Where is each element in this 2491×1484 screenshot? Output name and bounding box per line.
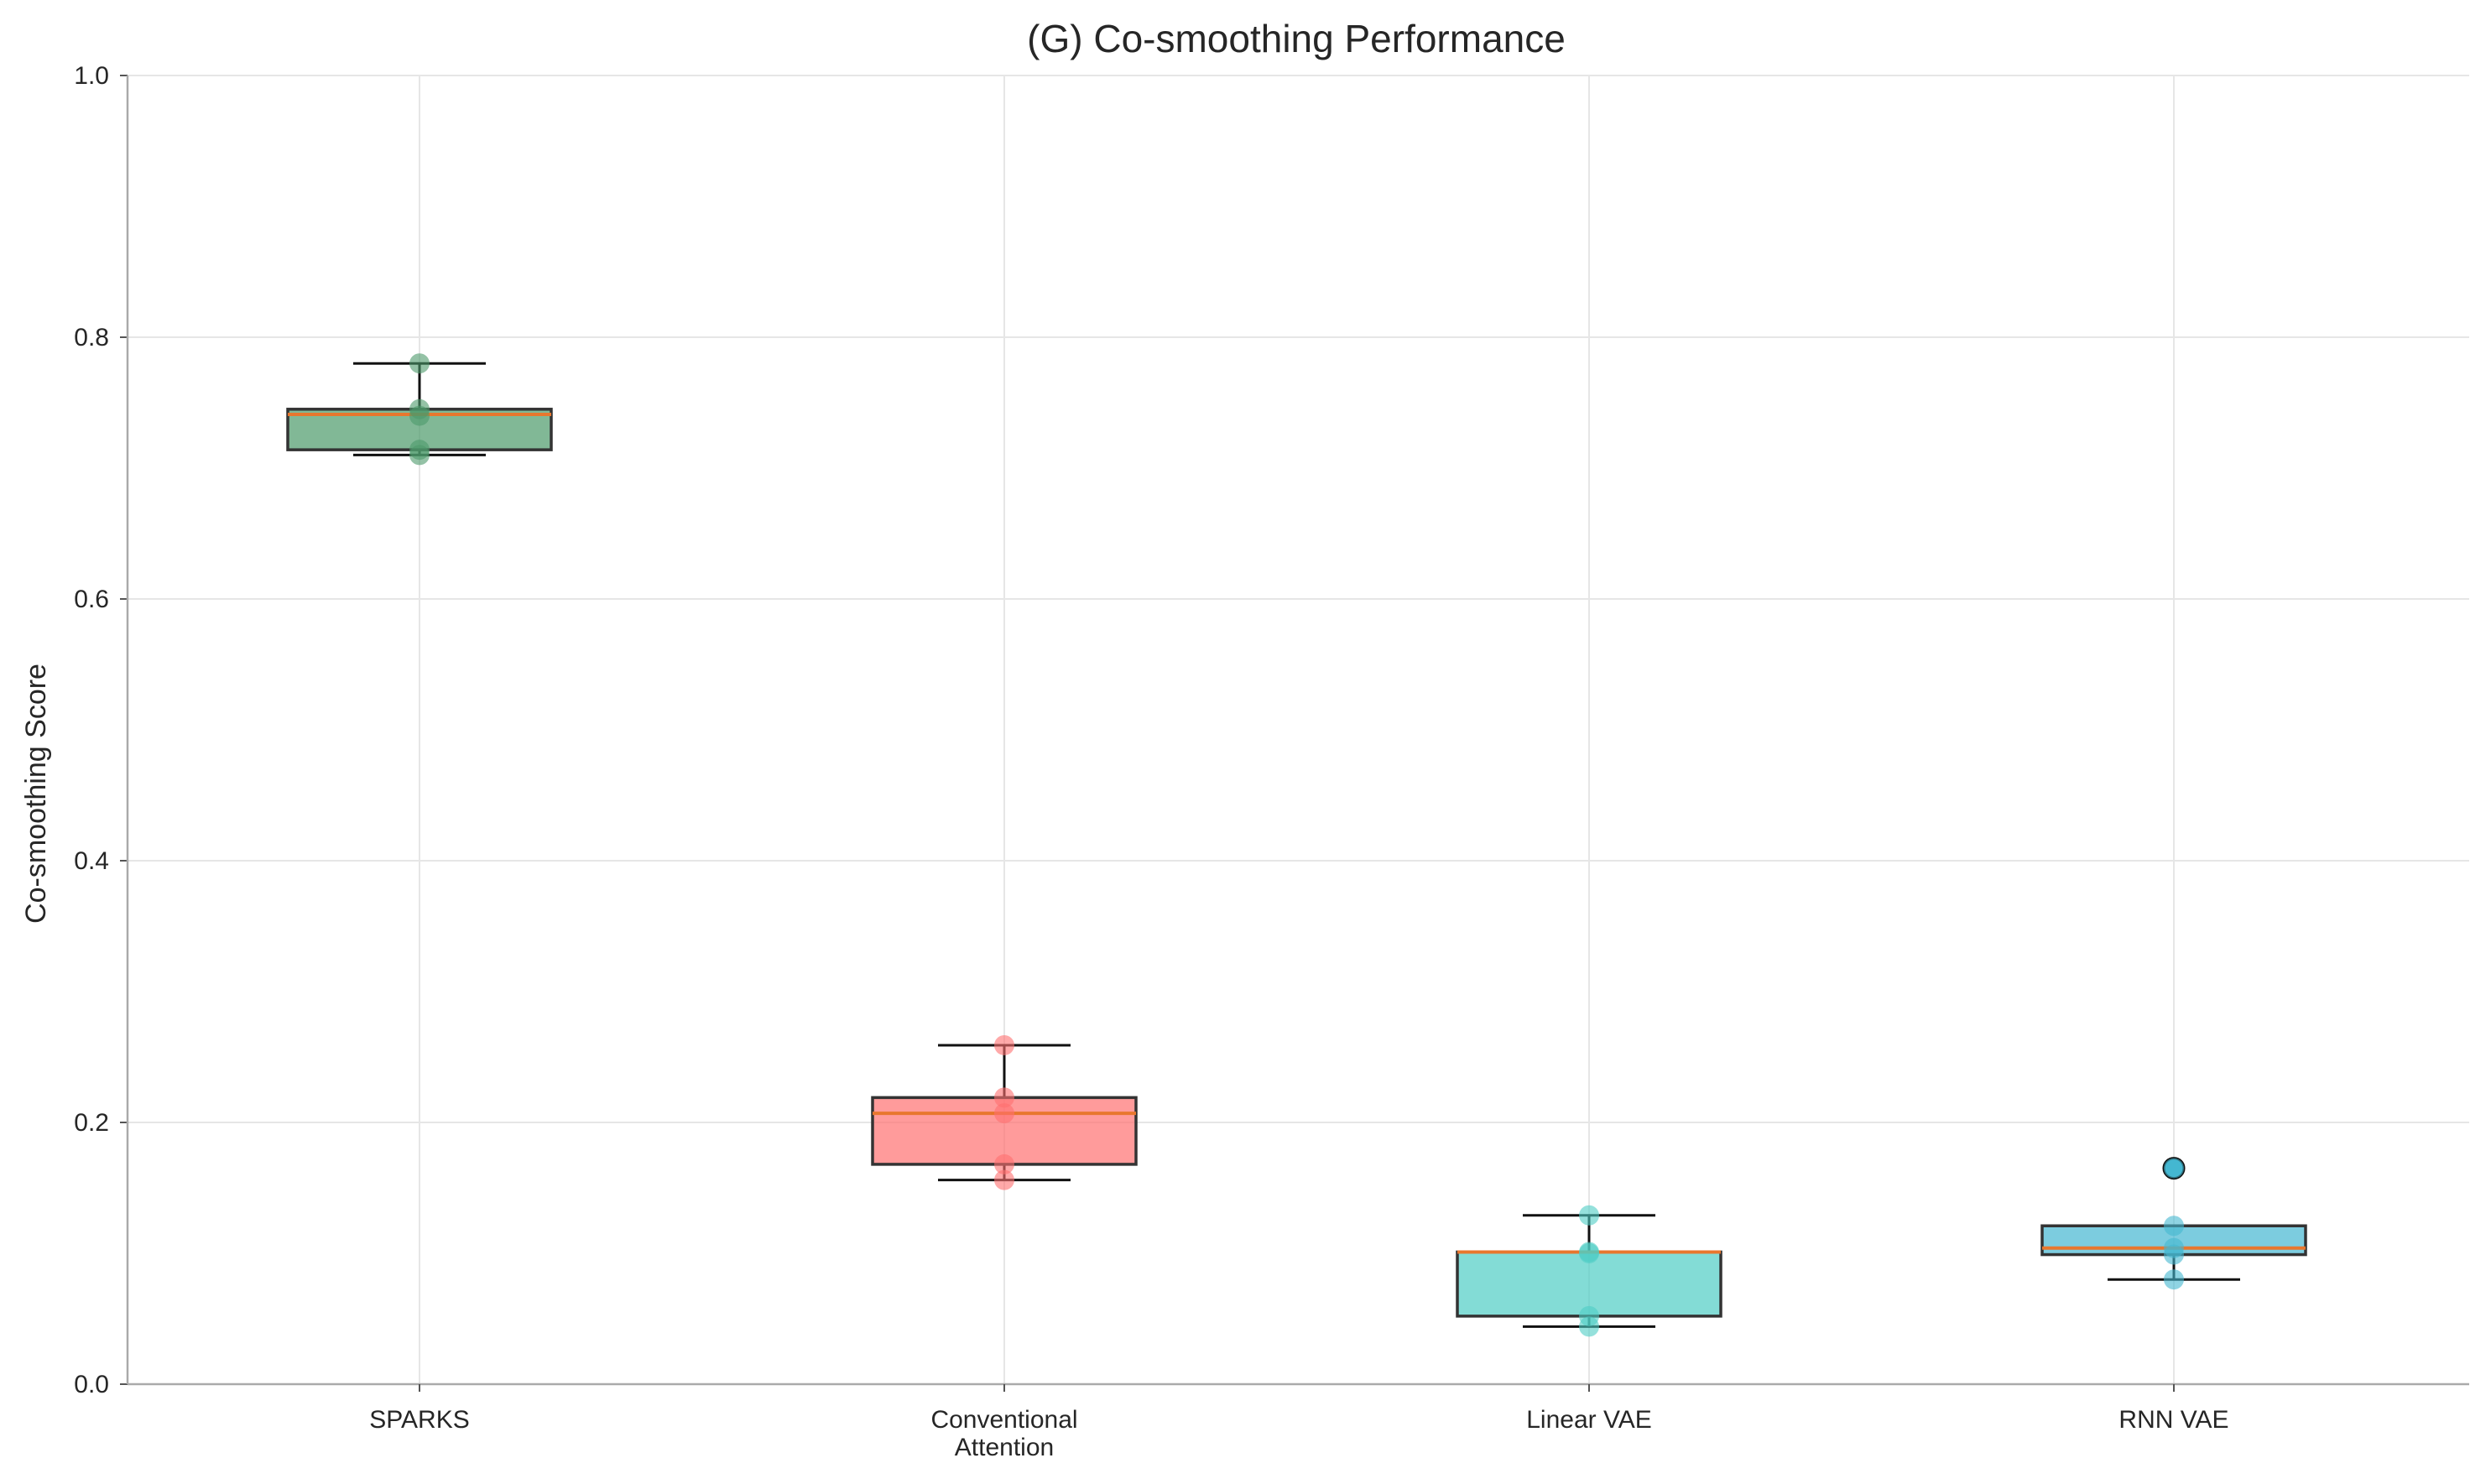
- y-tick-label: 0.0: [74, 1371, 109, 1398]
- data-point: [1579, 1243, 1599, 1263]
- data-points: [409, 353, 2184, 1337]
- x-tick-label: SPARKS: [369, 1406, 470, 1434]
- data-point: [994, 1087, 1014, 1108]
- y-tick-label: 0.6: [74, 586, 109, 613]
- x-tick-label-line: Attention: [955, 1434, 1054, 1461]
- x-tick-label-line: SPARKS: [369, 1406, 470, 1434]
- x-tick-label-line: RNN VAE: [2118, 1406, 2228, 1434]
- axes: [120, 75, 2469, 1392]
- x-tick-label: Linear VAE: [1526, 1406, 1652, 1434]
- data-point: [2164, 1216, 2184, 1237]
- data-point: [994, 1034, 1014, 1055]
- data-point: [409, 445, 430, 466]
- x-tick-label-line: Linear VAE: [1526, 1406, 1652, 1434]
- data-point: [994, 1103, 1014, 1124]
- y-tick-label: 0.8: [74, 324, 109, 351]
- data-point: [994, 1169, 1014, 1190]
- x-tick-label-line: Conventional: [930, 1406, 1077, 1434]
- data-point: [2164, 1269, 2184, 1290]
- data-point: [409, 353, 430, 374]
- y-tick-label: 0.2: [74, 1109, 109, 1137]
- x-tick-label: RNN VAE: [2118, 1406, 2228, 1434]
- data-point: [409, 405, 430, 426]
- data-point: [994, 1153, 1014, 1174]
- x-tick-label: Conventional Attention: [930, 1406, 1077, 1461]
- y-tick-label: 1.0: [74, 62, 109, 90]
- data-point: [2164, 1158, 2184, 1179]
- tick-labels: 0.0 0.2 0.4 0.6 0.8 1.0 SPARKS Conventional Atte…: [74, 62, 2228, 1461]
- data-point: [1579, 1205, 1599, 1226]
- data-point: [1579, 1316, 1599, 1337]
- data-point: [2164, 1244, 2184, 1265]
- y-tick-label: 0.4: [74, 847, 109, 875]
- chart-title: (G) Co-smoothing Performance: [1027, 17, 1566, 60]
- y-axis-label: Co-smoothing Score: [20, 664, 52, 924]
